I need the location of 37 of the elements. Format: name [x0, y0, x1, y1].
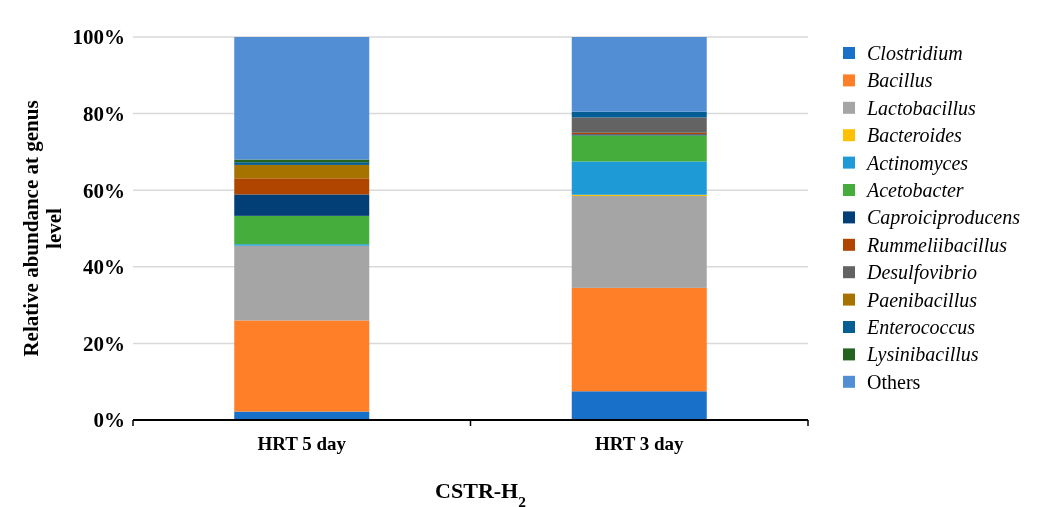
bar [234, 245, 370, 321]
y-tick-label: 60% [83, 178, 125, 203]
legend-label: Bacillus [867, 69, 933, 92]
legend-label: Lactobacillus [866, 96, 977, 119]
legend-label: Actinomyces [865, 151, 969, 175]
y-tick-label: 40% [83, 255, 125, 280]
legend-label: Lysinibacillus [866, 343, 979, 367]
bar [234, 320, 370, 412]
bar [571, 37, 707, 112]
legend-label: Others [867, 370, 921, 393]
bar [234, 215, 370, 245]
bar [234, 164, 370, 179]
bar [571, 161, 707, 195]
y-tick-label: 80% [83, 101, 125, 126]
legend-label: Rummeliibacillus [866, 233, 1008, 256]
bar [571, 391, 707, 420]
bar [571, 117, 707, 133]
y-axis-title: Relative abundance at genus level [19, 100, 66, 357]
legend-label: Acetobacter [865, 179, 964, 201]
bar [571, 135, 707, 162]
bar [234, 178, 370, 195]
bar [571, 287, 707, 392]
bar [234, 37, 370, 160]
y-tick-label: 100% [72, 25, 125, 50]
bar [571, 195, 707, 288]
legend-label: Desulfovibrio [866, 261, 977, 285]
bar [234, 194, 370, 216]
legend-label: Paenibacillus [866, 288, 978, 311]
legend-label: Caproiciproducens [867, 206, 1021, 230]
y-tick-label: 0% [93, 408, 125, 433]
x-tick-label: HRT 3 day [594, 433, 685, 454]
x-axis-title: CSTR-H$_{2}$ [435, 478, 527, 507]
legend-label: Bacteroides [867, 124, 962, 147]
legend-label: Enterococcus [866, 316, 976, 338]
legend-label: Clostridium [867, 42, 963, 64]
y-tick-label: 20% [83, 331, 125, 356]
x-tick-label: HRT 5 day [257, 433, 347, 454]
